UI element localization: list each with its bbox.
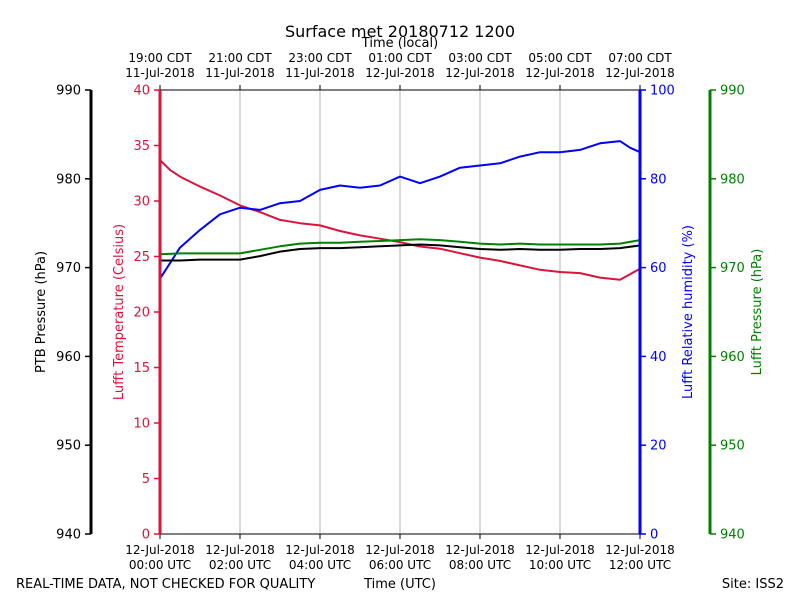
- y-tick-label-lp: 980: [720, 172, 745, 187]
- y-tick-label-temp: 25: [133, 250, 150, 265]
- y-tick-label-temp: 35: [133, 139, 150, 154]
- site-label: Site: ISS2: [722, 577, 784, 592]
- y-tick-label-ptb: 950: [56, 439, 81, 454]
- series-ptb: [160, 243, 641, 262]
- y-tick-label-temp: 0: [142, 528, 150, 543]
- top-tick-time: 23:00 CDT: [288, 51, 352, 65]
- series-layer: [159, 140, 641, 281]
- y-tick-label-temp: 40: [133, 84, 150, 99]
- top-tick-date: 12-Jul-2018: [365, 66, 435, 80]
- top-tick-time: 03:00 CDT: [448, 51, 512, 65]
- top-tick-date: 12-Jul-2018: [525, 66, 595, 80]
- y-tick-label-lp: 940: [720, 528, 745, 543]
- x-tick-date: 12-Jul-2018: [525, 543, 595, 557]
- x-tick-time: 10:00 UTC: [529, 558, 591, 572]
- x-tick-time: 00:00 UTC: [129, 558, 191, 572]
- y-tick-label-rh: 0: [650, 528, 658, 543]
- y-tick-label-rh: 40: [650, 350, 667, 365]
- top-tick-time: 21:00 CDT: [208, 51, 272, 65]
- y-tick-label-lp: 990: [720, 84, 745, 99]
- top-tick-date: 11-Jul-2018: [285, 66, 355, 80]
- y-tick-label-rh: 60: [650, 261, 667, 276]
- x-tick-date: 12-Jul-2018: [205, 543, 275, 557]
- chart-title: Surface met 20180712 1200: [285, 22, 515, 41]
- y-tick-label-temp: 10: [133, 417, 150, 432]
- y-axis-label-lp: Lufft Pressure (hPa): [750, 249, 765, 376]
- x-tick-date: 12-Jul-2018: [125, 543, 195, 557]
- y-tick-label-rh: 80: [650, 172, 667, 187]
- y-tick-label-ptb: 940: [56, 528, 81, 543]
- top-tick-date: 11-Jul-2018: [205, 66, 275, 80]
- y-tick-label-temp: 5: [142, 472, 150, 487]
- y-tick-label-rh: 100: [650, 84, 675, 99]
- y-tick-label-ptb: 980: [56, 172, 81, 187]
- y-tick-label-ptb: 970: [56, 261, 81, 276]
- x-tick-time: 08:00 UTC: [449, 558, 511, 572]
- quality-notice: REAL-TIME DATA, NOT CHECKED FOR QUALITY: [16, 577, 315, 592]
- y-tick-label-lp: 960: [720, 350, 745, 365]
- bottom-axis-title: Time (UTC): [363, 577, 436, 592]
- x-tick-time: 06:00 UTC: [369, 558, 431, 572]
- top-tick-date: 12-Jul-2018: [445, 66, 515, 80]
- x-tick-time: 02:00 UTC: [209, 558, 271, 572]
- y-tick-label-temp: 15: [133, 361, 150, 376]
- top-tick-date: 11-Jul-2018: [125, 66, 195, 80]
- y-tick-label-rh: 20: [650, 439, 667, 454]
- top-tick-time: 01:00 CDT: [368, 51, 432, 65]
- top-tick-time: 19:00 CDT: [128, 51, 192, 65]
- y-axes: 940 950 960 970 980 990 PTB Pressure (hPa) 0 5 10…: [34, 84, 765, 543]
- series-rh: [159, 140, 641, 280]
- y-tick-label-lp: 950: [720, 439, 745, 454]
- y-axis-label-temp: Lufft Temperature (Celsius): [112, 224, 127, 400]
- y-axis-label-ptb: PTB Pressure (hPa): [34, 251, 49, 373]
- x-tick-date: 12-Jul-2018: [285, 543, 355, 557]
- x-tick-date: 12-Jul-2018: [605, 543, 675, 557]
- y-axis-label-rh: Lufft Relative humidity (%): [681, 225, 696, 399]
- y-tick-label-lp: 970: [720, 261, 745, 276]
- x-tick-time: 12:00 UTC: [609, 558, 671, 572]
- y-tick-label-temp: 30: [133, 195, 150, 210]
- y-tick-label-ptb: 960: [56, 350, 81, 365]
- top-tick-time: 05:00 CDT: [528, 51, 592, 65]
- x-tick-time: 04:00 UTC: [289, 558, 351, 572]
- top-tick-date: 12-Jul-2018: [605, 66, 675, 80]
- x-tick-date: 12-Jul-2018: [365, 543, 435, 557]
- top-tick-time: 07:00 CDT: [608, 51, 672, 65]
- x-grid: [239, 90, 561, 534]
- y-tick-label-ptb: 990: [56, 84, 81, 99]
- series-lp: [159, 238, 641, 256]
- top-axis-title: Time (local): [361, 36, 438, 51]
- y-tick-label-temp: 20: [133, 306, 150, 321]
- x-tick-date: 12-Jul-2018: [445, 543, 515, 557]
